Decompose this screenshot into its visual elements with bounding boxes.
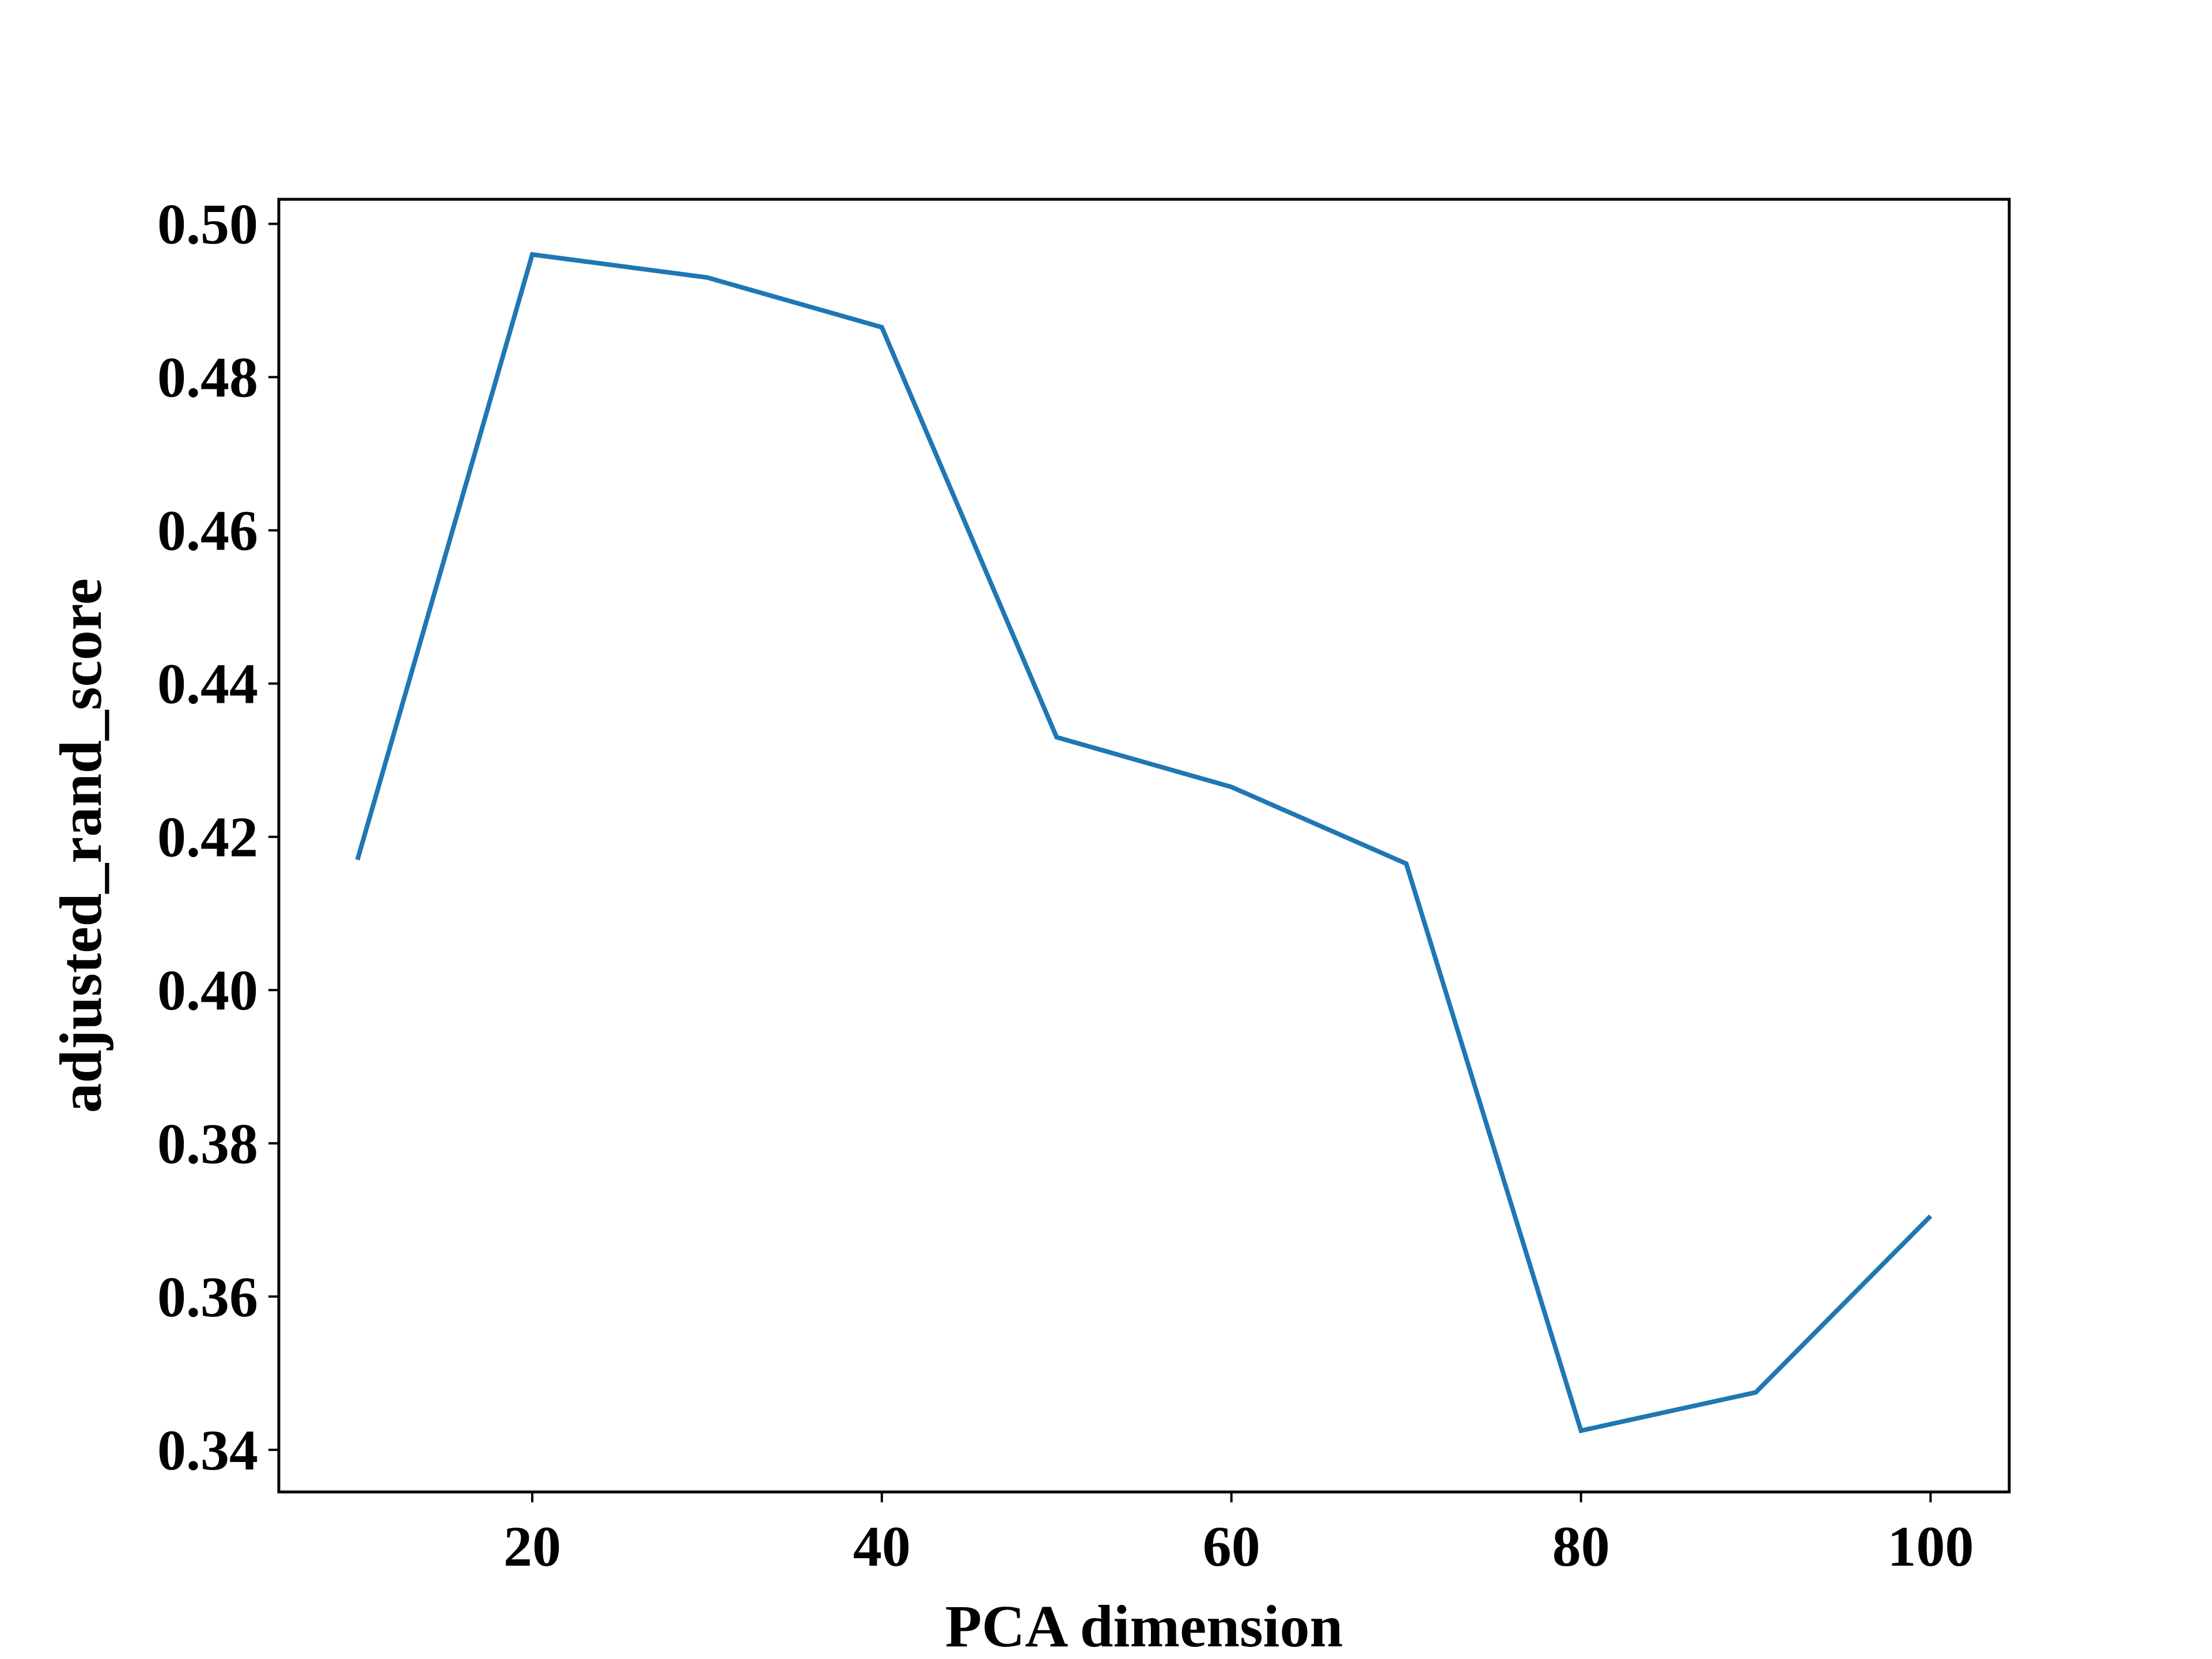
x-tick-label: 80	[1552, 1514, 1610, 1578]
x-axis-ticks: 20 40 60 80 100	[503, 1492, 1974, 1578]
x-tick-label: 100	[1887, 1514, 1974, 1578]
y-axis-ticks: 0.34 0.36 0.38 0.40 0.42 0.44 0.46 0.48 0.50	[157, 192, 279, 1482]
y-tick-label: 0.50	[157, 192, 258, 256]
series-layer	[355, 252, 1933, 1434]
y-tick-label: 0.42	[157, 805, 258, 869]
y-tick-label: 0.44	[157, 652, 258, 716]
y-tick-label: 0.36	[157, 1265, 258, 1329]
y-tick-label: 0.34	[157, 1418, 258, 1482]
series-line	[355, 252, 1933, 1434]
x-tick-label: 20	[503, 1514, 561, 1578]
y-tick-label: 0.46	[157, 499, 258, 563]
plot-area-frame	[277, 198, 2011, 1494]
x-tick-label: 40	[853, 1514, 911, 1578]
y-tick-label: 0.40	[157, 959, 258, 1022]
x-axis-title: PCA dimension	[945, 1593, 1343, 1659]
y-axis-title: adjusted_rand_score	[48, 578, 114, 1113]
x-tick-label: 60	[1203, 1514, 1260, 1578]
y-tick-label: 0.38	[157, 1112, 258, 1176]
y-tick-label: 0.48	[157, 346, 258, 410]
